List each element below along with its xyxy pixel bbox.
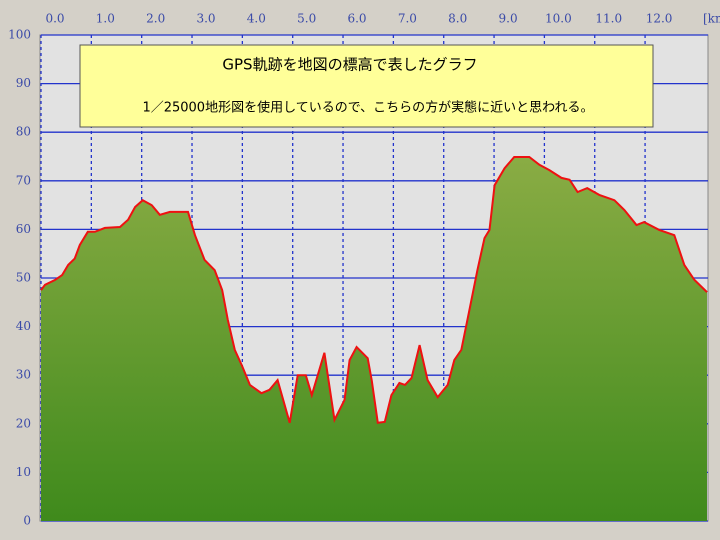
x-axis-label: [km <box>703 12 720 26</box>
y-tick-label: 10 <box>16 465 31 479</box>
x-tick-label: 5.0 <box>297 12 316 26</box>
x-tick-label: 4.0 <box>247 12 266 26</box>
title-box <box>79 44 654 128</box>
x-tick-label: 2.0 <box>146 12 165 26</box>
x-tick-label: 1.0 <box>96 12 115 26</box>
y-tick-label: 80 <box>16 125 31 139</box>
y-tick-label: 40 <box>16 319 31 333</box>
y-tick-label: 30 <box>16 368 31 382</box>
x-tick-label: 10.0 <box>545 12 572 26</box>
y-tick-label: 100 <box>8 28 31 42</box>
area-fill <box>41 157 707 521</box>
x-tick-label: 7.0 <box>398 12 417 26</box>
chart-subtitle: 1／25000地形図を使用しているので、こちらの方が実態に近いと思われる。 <box>142 100 593 116</box>
y-tick-label: 50 <box>16 271 31 285</box>
x-tick-label: 8.0 <box>448 12 467 26</box>
y-tick-label: 0 <box>23 514 31 528</box>
x-tick-label: 11.0 <box>595 12 622 26</box>
chart-title: GPS軌跡を地図の標高で表したグラフ <box>222 56 477 74</box>
x-tick-label: 3.0 <box>196 12 215 26</box>
x-tick-label: 0.0 <box>45 12 64 26</box>
y-tick-label: 20 <box>16 416 31 430</box>
y-tick-label: 90 <box>16 76 31 90</box>
elevation-line <box>40 156 708 424</box>
x-tick-label: 12.0 <box>646 12 673 26</box>
y-tick-label: 70 <box>16 173 31 187</box>
x-tick-label: 9.0 <box>499 12 518 26</box>
y-tick-label: 60 <box>16 222 31 236</box>
x-tick-label: 6.0 <box>347 12 366 26</box>
